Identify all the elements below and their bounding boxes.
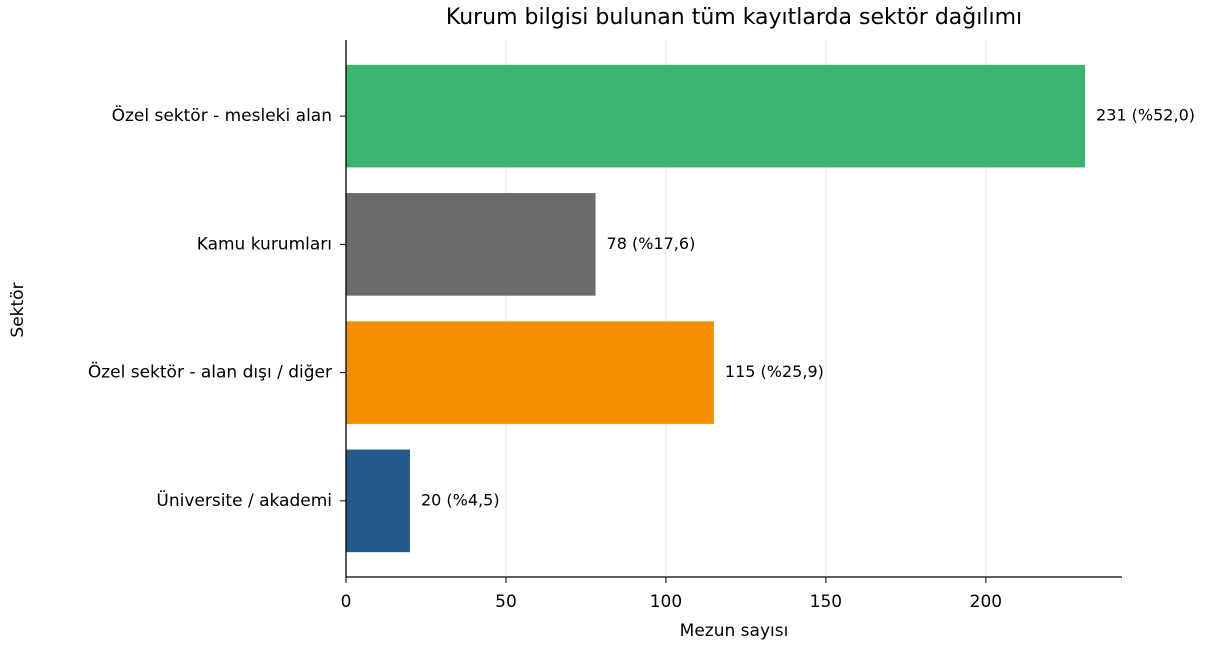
bar: [346, 321, 714, 424]
y-tick-label: Özel sektör - mesleki alan: [112, 104, 332, 126]
y-tick-label: Özel sektör - alan dışı / diğer: [88, 361, 332, 383]
y-tick-label: Kamu kurumları: [197, 234, 332, 254]
x-tick-label: 50: [495, 592, 517, 612]
x-tick-label: 100: [650, 592, 682, 612]
y-tick-label: Üniversite / akademi: [156, 489, 332, 511]
x-tick-label: 150: [810, 592, 842, 612]
chart-title: Kurum bilgisi bulunan tüm kayıtlarda sek…: [446, 5, 1022, 30]
bar: [346, 449, 410, 553]
value-label: 20 (%4,5): [421, 490, 500, 509]
bar: [346, 193, 596, 296]
x-tick-label: 200: [970, 592, 1002, 612]
value-label: 115 (%25,9): [725, 362, 824, 381]
x-axis-label: Mezun sayısı: [680, 621, 789, 641]
y-axis-label: Sektör: [8, 282, 28, 337]
value-label: 78 (%17,6): [607, 234, 696, 253]
value-label: 231 (%52,0): [1096, 106, 1195, 125]
x-tick-label: 0: [341, 592, 352, 612]
bar: [346, 64, 1086, 168]
